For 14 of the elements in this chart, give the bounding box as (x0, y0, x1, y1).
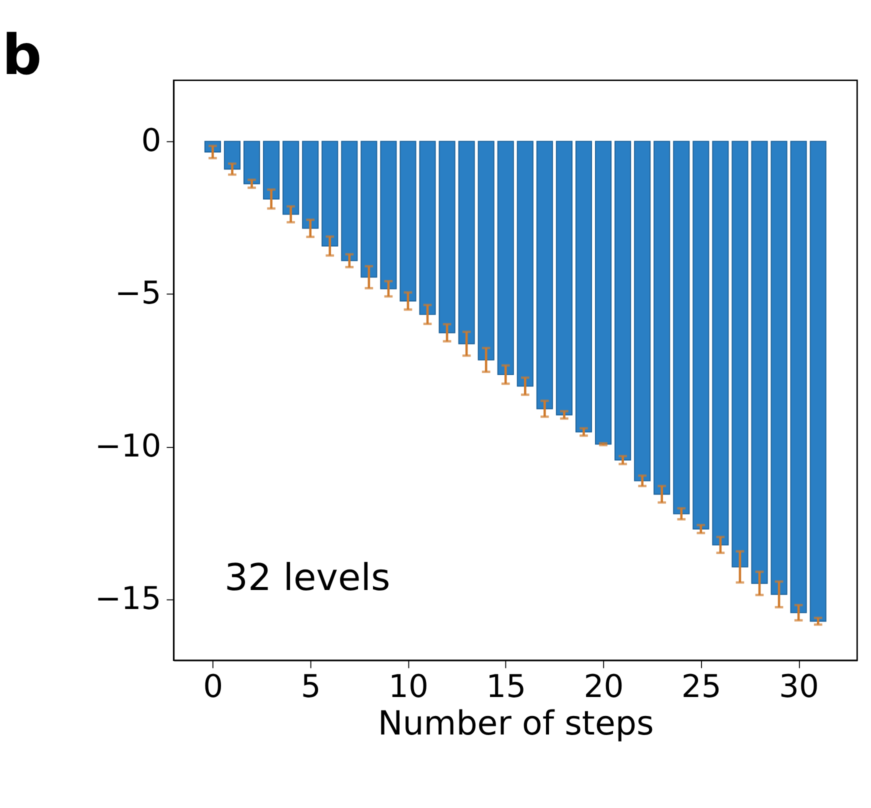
y-tick-label: −5 (114, 276, 162, 312)
y-tick-label: −10 (94, 428, 162, 464)
x-tick-label: 20 (584, 668, 624, 705)
x-tick-label: 30 (779, 668, 819, 705)
x-tick-label: 25 (681, 668, 722, 705)
x-tick-label: 0 (203, 668, 224, 705)
y-tick-label: −15 (94, 580, 162, 617)
annotation: 32 levels (224, 556, 390, 600)
chart-title: b (2, 24, 42, 88)
x-tick-label: 10 (388, 668, 428, 705)
x-tick-label: 5 (300, 668, 321, 705)
y-tick-label: 0 (141, 123, 162, 160)
x-axis-title: Number of steps (378, 704, 654, 743)
x-tick-label: 15 (486, 668, 526, 705)
